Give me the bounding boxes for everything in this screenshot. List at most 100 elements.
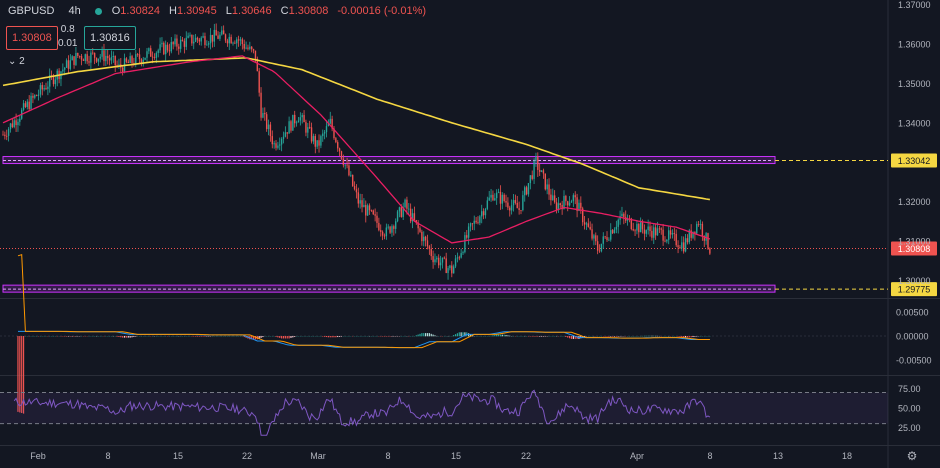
macd-bar	[690, 336, 692, 338]
candle-body	[529, 175, 532, 184]
candle-body	[308, 127, 311, 128]
candle-body	[211, 34, 214, 42]
candle-body	[666, 239, 668, 242]
candle-body	[389, 226, 391, 233]
candle-body	[52, 76, 55, 85]
candle-body	[237, 39, 240, 41]
rsi-tick-label: 25.00	[898, 423, 921, 433]
candle-body	[166, 44, 169, 51]
rsi-tick-label: 50.00	[898, 404, 921, 414]
candle-body	[181, 39, 184, 41]
level-price-label: 1.33042	[898, 156, 931, 166]
macd-bar	[428, 333, 430, 337]
indicators-toggle[interactable]: ⌄ 2	[8, 56, 25, 67]
symbol-label[interactable]: GBPUSD	[8, 5, 55, 17]
candle-body	[49, 75, 51, 87]
candle-body	[34, 95, 36, 98]
candle-body	[150, 48, 152, 57]
candle-body	[643, 229, 646, 234]
price-tick-label: 1.30000	[898, 276, 931, 286]
buy-button[interactable]: 1.30816	[84, 26, 136, 50]
candle-body	[178, 46, 180, 49]
candle-body	[673, 233, 676, 234]
candle-body	[441, 257, 444, 263]
candle-body	[71, 56, 73, 61]
candle-body	[400, 207, 403, 217]
candle-body	[641, 222, 644, 230]
candle-body	[176, 38, 178, 47]
current-price-label: 1.30808	[898, 244, 931, 254]
candle-body	[251, 46, 253, 50]
macd-bar	[426, 333, 429, 337]
candle-body	[452, 266, 455, 274]
candle-body	[686, 238, 689, 243]
macd-bar	[118, 336, 120, 337]
candle-body	[368, 205, 371, 211]
candle-body	[90, 52, 92, 63]
macd-bar	[507, 335, 509, 337]
candle-body	[387, 226, 389, 228]
candle-body	[361, 200, 363, 208]
macd-bar	[539, 336, 541, 337]
macd-bar	[540, 336, 543, 337]
timeframe-label[interactable]: 4h	[68, 5, 81, 17]
price-tick-label: 1.31000	[898, 236, 931, 246]
macd-bar	[279, 336, 281, 338]
candle-body	[351, 174, 354, 187]
candle-body	[258, 71, 260, 93]
candle-body	[103, 50, 105, 62]
macd-bar	[417, 334, 419, 337]
candle-body	[297, 120, 300, 123]
candle-body	[552, 195, 554, 201]
candle-body	[148, 48, 150, 52]
candle-body	[69, 60, 72, 69]
candle-body	[636, 223, 638, 231]
macd-bar	[653, 335, 655, 337]
candle-body	[275, 143, 277, 148]
candle-body	[561, 204, 563, 210]
macd-bar	[567, 336, 569, 338]
candle-body	[260, 92, 262, 118]
price-tick-label: 1.37000	[898, 0, 931, 10]
candle-body	[191, 34, 193, 44]
candle-body	[688, 230, 690, 243]
candle-body	[196, 37, 199, 40]
macd-bar	[281, 336, 283, 339]
sell-button[interactable]: 1.30808	[6, 26, 58, 50]
candle-body	[492, 194, 494, 201]
macd-bar	[615, 336, 617, 337]
macd-bar	[613, 336, 616, 337]
candle-body	[436, 257, 438, 260]
macd-bar	[135, 336, 137, 337]
candle-body	[62, 69, 64, 72]
candle-body	[7, 129, 10, 136]
macd-bar	[204, 336, 206, 337]
time-tick-label: 13	[773, 451, 783, 461]
candle-body	[484, 208, 487, 216]
candle-body	[550, 194, 552, 201]
candle-body	[610, 230, 612, 240]
candle-body	[107, 55, 109, 59]
macd-bar	[496, 334, 498, 337]
candle-body	[540, 170, 543, 172]
macd-bar	[494, 335, 496, 337]
candle-body	[73, 56, 75, 65]
candle-body	[587, 223, 590, 227]
candle-body	[32, 95, 34, 98]
candle-body	[611, 230, 614, 234]
candle-body	[262, 113, 264, 118]
time-tick-label: Feb	[30, 451, 46, 461]
macd-bar	[537, 336, 539, 337]
gear-icon[interactable]: ⚙	[907, 449, 918, 463]
macd-bar	[123, 336, 126, 338]
candle-body	[692, 231, 694, 238]
candle-body	[286, 132, 288, 134]
macd-bar	[696, 336, 698, 337]
candle-body	[340, 151, 343, 159]
candle-body	[310, 127, 313, 142]
candle-body	[421, 231, 423, 242]
macd-bar	[425, 333, 427, 337]
candle-body	[423, 236, 425, 242]
candle-body	[344, 164, 346, 166]
